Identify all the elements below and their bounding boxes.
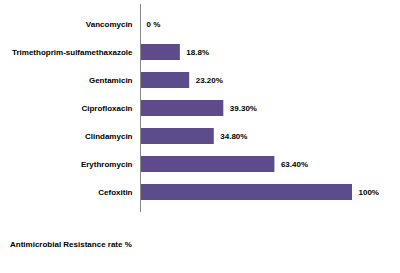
svg-text:Erythromycin: Erythromycin (81, 160, 133, 169)
svg-text:Vancomycin: Vancomycin (86, 20, 133, 29)
svg-text:Cefoxitin: Cefoxitin (98, 188, 132, 197)
svg-text:100%: 100% (359, 188, 379, 197)
svg-text:23.20%: 23.20% (196, 76, 223, 85)
svg-text:34.80%: 34.80% (220, 132, 247, 141)
svg-text:63.40%: 63.40% (281, 160, 308, 169)
svg-text:Trimethoprim-sulfamethaxazole: Trimethoprim-sulfamethaxazole (12, 48, 133, 57)
svg-text:Clindamycin: Clindamycin (85, 132, 133, 141)
html-text:Antimicrobial Resistance rate: Antimicrobial Resistance rate % (10, 240, 132, 249)
svg-text:Gentamicin: Gentamicin (89, 76, 133, 85)
svg-text:0 %: 0 % (147, 20, 161, 29)
svg-text:Ciprofloxacin: Ciprofloxacin (81, 104, 132, 113)
svg-text:18.8%: 18.8% (186, 48, 209, 57)
svg-text:39.30%: 39.30% (230, 104, 257, 113)
